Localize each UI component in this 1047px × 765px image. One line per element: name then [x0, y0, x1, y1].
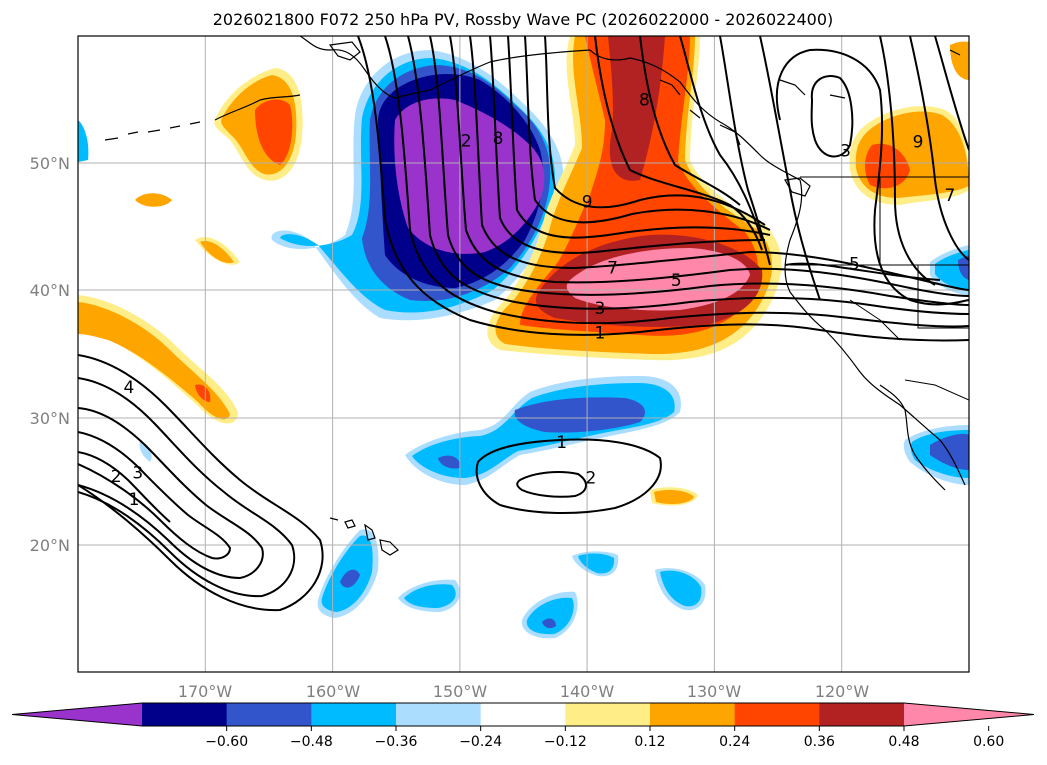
colorbar-outline: [11, 702, 1035, 727]
lon-label: 170°W: [178, 682, 233, 701]
lon-label: 120°W: [815, 682, 870, 701]
colorbar-swatch: [819, 703, 905, 726]
colorbar-swatch: [311, 703, 397, 726]
contour-label: 1: [129, 490, 140, 510]
colorbar-swatch: [142, 703, 228, 726]
colorbar-tick-label: 0.24: [719, 734, 750, 750]
colorbar-tick-label: −0.12: [544, 734, 587, 750]
contour-label: 2: [461, 131, 472, 151]
contour-label: 3: [132, 463, 143, 483]
lat-label: 40°N: [30, 281, 70, 300]
contour-label: 1: [594, 323, 605, 343]
positive-anomaly-aleutians: [135, 68, 303, 265]
colorbar-swatch: [226, 703, 312, 726]
colorbar-tick-label: 0.60: [973, 734, 1004, 750]
colorbar-tick-label: −0.48: [290, 734, 333, 750]
contour-label: 7: [944, 186, 955, 206]
colorbar-tick-label: 0.36: [804, 734, 835, 750]
lon-label: 160°W: [306, 682, 361, 701]
contour-label: 2: [586, 468, 597, 488]
colorbar-tick-label: −0.24: [459, 734, 502, 750]
colorbar: −0.60 −0.48 −0.36 −0.24 −0.12 0.12 0.24 0.36 0.4…: [11, 702, 1035, 750]
lat-label: 30°N: [30, 409, 70, 428]
rossby-wave-contours: [78, 36, 969, 612]
contour-label: 9: [582, 192, 593, 212]
colorbar-swatch: [565, 703, 651, 726]
colorbar-swatch: [650, 703, 736, 726]
contour-label: 5: [849, 255, 860, 275]
contour-label: 5: [671, 271, 682, 291]
contour-label: 2: [111, 467, 122, 487]
colorbar-extend-high: [904, 703, 1034, 726]
lon-label: 140°W: [560, 682, 615, 701]
lon-label: 130°W: [687, 682, 742, 701]
colorbar-tick-label: −0.36: [375, 734, 418, 750]
colorbar-extend-low: [12, 703, 142, 726]
colorbar-tick-label: 0.12: [634, 734, 665, 750]
colorbar-tick-label: −0.60: [205, 734, 248, 750]
coastlines: [104, 36, 966, 556]
contour-label: 4: [124, 378, 135, 398]
negative-anomaly-gulf-of-alaska: [271, 50, 564, 321]
contour-label: 1: [556, 433, 567, 453]
lat-label: 50°N: [30, 154, 70, 173]
negative-anomaly-subtropics: [78, 120, 969, 639]
lon-label: 150°W: [433, 682, 488, 701]
positive-anomaly-west-band: [78, 295, 238, 424]
colorbar-tick-label: 0.48: [888, 734, 919, 750]
map-title: 2026021800 F072 250 hPa PV, Rossby Wave …: [213, 10, 834, 29]
lat-label: 20°N: [30, 536, 70, 555]
contour-label: 9: [913, 133, 924, 153]
longitude-labels: 170°W 160°W 150°W 140°W 130°W 120°W: [178, 682, 870, 701]
latitude-labels: 20°N 30°N 40°N 50°N: [30, 154, 70, 555]
colorbar-swatch: [734, 703, 820, 726]
positive-anomaly-ridge: [487, 36, 782, 361]
plot-frame: [77, 35, 970, 673]
contour-label: 8: [493, 129, 504, 149]
colorbar-swatch: [480, 703, 566, 726]
colorbar-swatch: [396, 703, 482, 726]
contour-label: 3: [840, 141, 851, 161]
contour-label: 7: [607, 259, 618, 279]
contour-label: 3: [594, 299, 605, 319]
graticule: [78, 36, 969, 672]
contour-label: 8: [639, 91, 650, 111]
